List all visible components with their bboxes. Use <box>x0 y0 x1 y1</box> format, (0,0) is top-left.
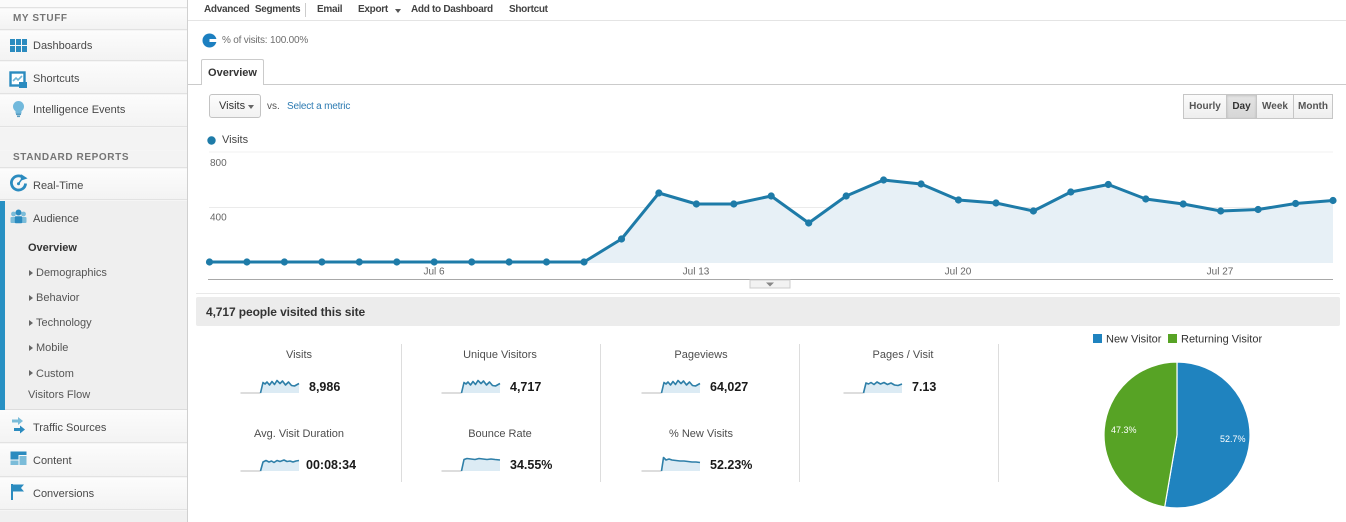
svg-text:Returning Visitor: Returning Visitor <box>1181 334 1262 346</box>
svg-text:New Visitor: New Visitor <box>1106 334 1162 346</box>
svg-text:Jul 6: Jul 6 <box>423 267 445 278</box>
svg-text:800: 800 <box>210 158 227 169</box>
svg-text:Jul 13: Jul 13 <box>683 267 710 278</box>
svg-text:Jul 20: Jul 20 <box>945 267 972 278</box>
svg-text:47.3%: 47.3% <box>1111 425 1137 435</box>
svg-text:400: 400 <box>210 213 227 224</box>
svg-text:52.7%: 52.7% <box>1220 434 1246 444</box>
svg-text:Jul 27: Jul 27 <box>1207 267 1234 278</box>
